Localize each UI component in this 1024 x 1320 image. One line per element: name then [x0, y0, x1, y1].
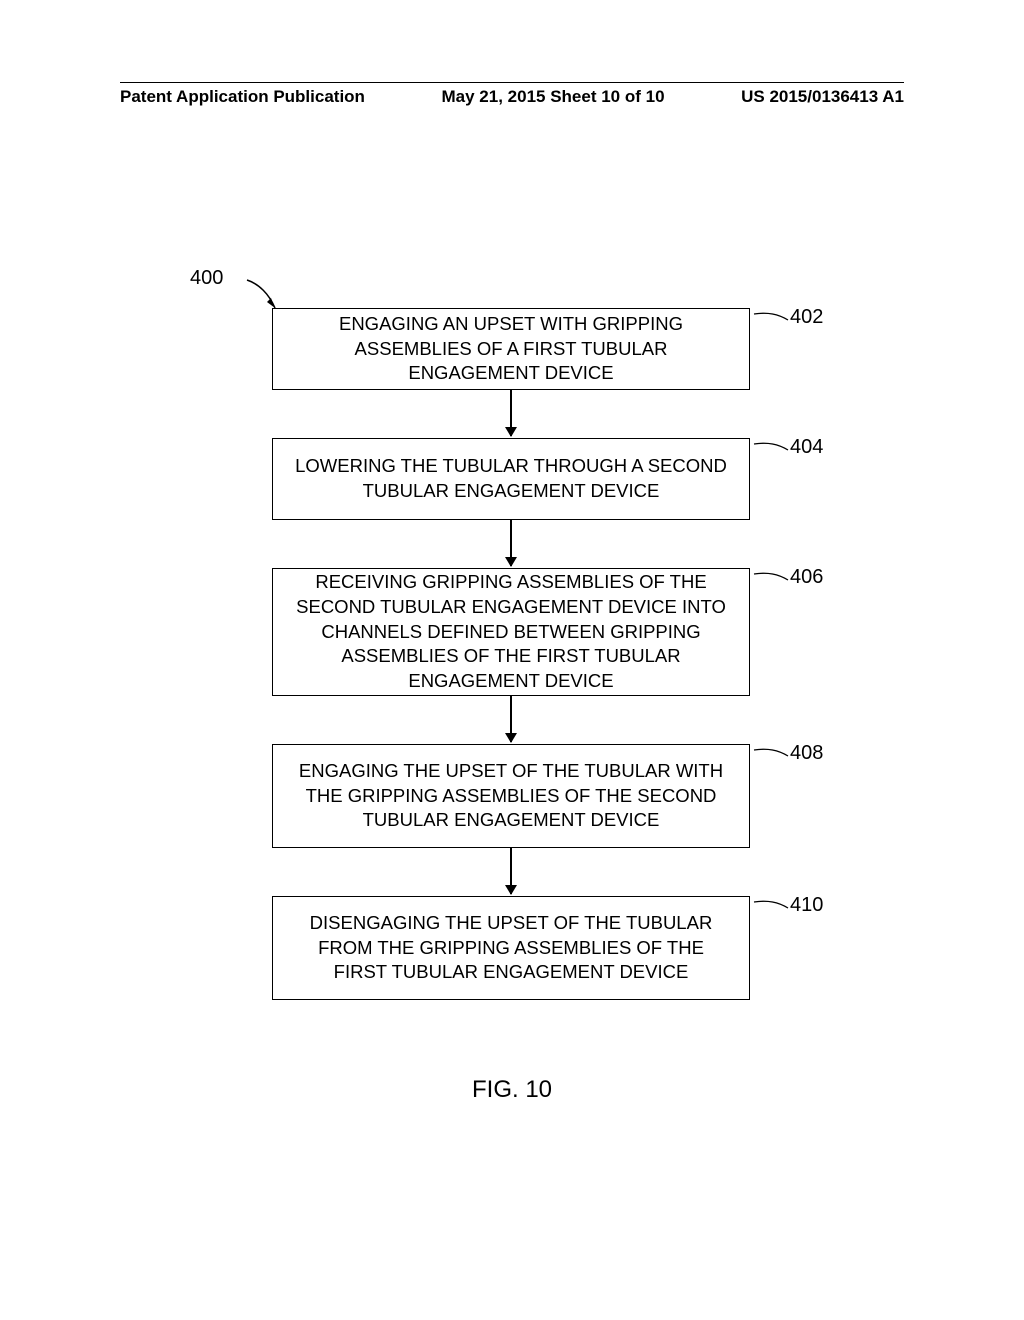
flowchart-step-leader	[754, 898, 794, 927]
flowchart-step-leader	[754, 440, 794, 469]
flowchart-step-label: 404	[790, 436, 823, 459]
flowchart-step-box: ENGAGING AN UPSET WITH GRIPPING ASSEMBLI…	[272, 308, 750, 390]
figure-caption: FIG. 10	[0, 1076, 1024, 1104]
flowchart-step-label: 402	[790, 306, 823, 329]
flowchart-step-box: LOWERING THE TUBULAR THROUGH A SECOND TU…	[272, 438, 750, 520]
flowchart-arrow	[510, 696, 512, 742]
header-right: US 2015/0136413 A1	[741, 87, 904, 107]
flowchart-step-text: DISENGAGING THE UPSET OF THE TUBULAR FRO…	[291, 911, 731, 986]
flowchart-step-label: 408	[790, 742, 823, 765]
flowchart-ref-label: 400	[190, 267, 223, 290]
flowchart-step-text: RECEIVING GRIPPING ASSEMBLIES OF THE SEC…	[291, 570, 731, 695]
page: Patent Application Publication May 21, 2…	[0, 0, 1024, 1320]
flowchart-step-text: ENGAGING AN UPSET WITH GRIPPING ASSEMBLI…	[291, 312, 731, 387]
header-center: May 21, 2015 Sheet 10 of 10	[442, 87, 665, 107]
flowchart-step-leader	[754, 310, 794, 339]
flowchart-step-label: 406	[790, 566, 823, 589]
page-header: Patent Application Publication May 21, 2…	[120, 82, 904, 107]
flowchart-step-box: ENGAGING THE UPSET OF THE TUBULAR WITH T…	[272, 744, 750, 848]
flowchart-step-text: LOWERING THE TUBULAR THROUGH A SECOND TU…	[291, 454, 731, 504]
flowchart-step-text: ENGAGING THE UPSET OF THE TUBULAR WITH T…	[291, 759, 731, 834]
flowchart-step-leader	[754, 570, 794, 599]
flowchart-arrow	[510, 848, 512, 894]
flowchart-arrow	[510, 390, 512, 436]
flowchart-step-box: DISENGAGING THE UPSET OF THE TUBULAR FRO…	[272, 896, 750, 1000]
flowchart-step-label: 410	[790, 894, 823, 917]
flowchart-step-leader	[754, 746, 794, 775]
flowchart-arrow	[510, 520, 512, 566]
header-left: Patent Application Publication	[120, 87, 365, 107]
flowchart-step-box: RECEIVING GRIPPING ASSEMBLIES OF THE SEC…	[272, 568, 750, 696]
